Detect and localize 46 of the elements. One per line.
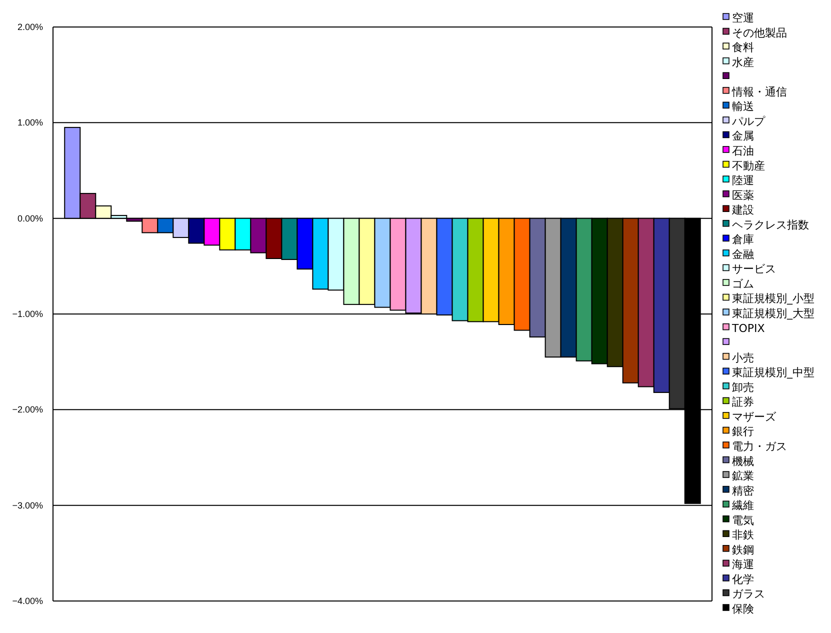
legend-label: 機械 (732, 454, 754, 468)
legend-label: 小売 (732, 351, 754, 364)
legend-label: 電力・ガス (732, 440, 787, 453)
legend-label: 証券 (732, 396, 754, 409)
legend-label: 陸運 (732, 174, 754, 188)
legend-label: 東証規模別_小型 (732, 292, 814, 306)
legend-label: 保険 (732, 602, 754, 616)
legend-label: 輸送 (732, 100, 754, 114)
legend-label: 不動産 (732, 159, 765, 172)
y-tick-label: −1.00% (12, 309, 43, 319)
legend-label: 倉庫 (732, 233, 754, 246)
legend-label: 海運 (732, 558, 754, 572)
legend-label: 空運 (732, 12, 754, 24)
legend-label: パルプ (731, 114, 766, 128)
legend-label: TOPIX (731, 322, 766, 335)
y-tick-label: 1.00% (17, 118, 43, 128)
legend-label: 金融 (732, 248, 754, 261)
legend-label: 医薬 (732, 188, 754, 202)
legend-label: 石油 (732, 144, 754, 158)
y-tick-label: −2.00% (12, 404, 43, 415)
legend-label: 卸売 (732, 380, 754, 394)
legend-label: 建設 (731, 204, 754, 217)
legend-label: 東証規模別_中型 (732, 366, 814, 380)
legend-label: 金属 (732, 130, 754, 143)
legend-label: ヘラクレス指数 (732, 218, 809, 232)
legend-label: その他製品 (732, 26, 787, 40)
legend-label: 食料 (732, 41, 754, 54)
legend-label: 鉱業 (732, 470, 754, 483)
legend-label: 東証規模別_大型 (732, 307, 814, 320)
legend-label: 精密 (732, 484, 754, 498)
y-tick-label: 2.00% (17, 22, 43, 32)
y-tick-label: −4.00% (12, 596, 43, 606)
y-tick-label: −3.00% (12, 500, 43, 510)
legend-label: 化学 (732, 572, 754, 586)
legend-label: 水産 (732, 56, 754, 69)
legend-label: 繊維 (731, 499, 754, 512)
legend-label: ガラス (732, 588, 765, 601)
legend-label: 非鉄 (732, 528, 754, 542)
legend-label: 情報・通信 (731, 85, 787, 98)
legend-label: マザーズ (732, 410, 777, 424)
y-tick-label: 0.00% (17, 213, 43, 224)
legend-label: ゴム (732, 277, 754, 290)
legend-label: サービス (732, 262, 776, 276)
legend-label: 電気 (732, 514, 754, 527)
legend-label: 鉄鋼 (732, 543, 754, 556)
legend-label: 銀行 (732, 425, 754, 438)
